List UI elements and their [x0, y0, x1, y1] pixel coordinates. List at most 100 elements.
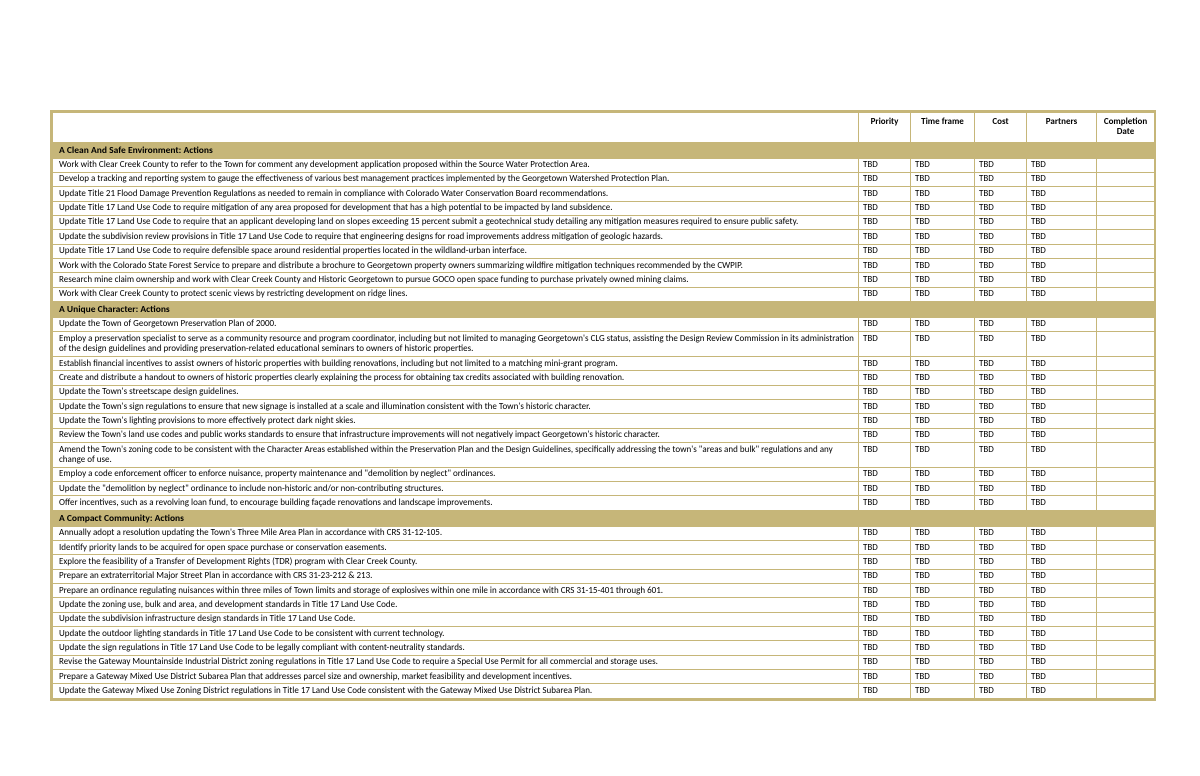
- action-value: TBD: [1027, 244, 1097, 258]
- table-row: Employ a preservation specialist to serv…: [53, 332, 1155, 357]
- action-value: TBD: [911, 684, 975, 698]
- col-header-partners: Partners: [1027, 113, 1097, 143]
- action-value: TBD: [911, 641, 975, 655]
- action-value: TBD: [975, 428, 1027, 442]
- action-value: TBD: [859, 244, 911, 258]
- action-value: TBD: [911, 584, 975, 598]
- action-value: TBD: [859, 684, 911, 698]
- action-value: TBD: [1027, 627, 1097, 641]
- table-row: Update Title 17 Land Use Code to require…: [53, 244, 1155, 258]
- action-value: TBD: [1027, 215, 1097, 229]
- action-completion: [1097, 187, 1155, 201]
- action-value: TBD: [911, 215, 975, 229]
- action-completion: [1097, 496, 1155, 510]
- action-completion: [1097, 201, 1155, 215]
- action-description: Work with the Colorado State Forest Serv…: [53, 259, 859, 273]
- action-description: Update the outdoor lighting standards in…: [53, 627, 859, 641]
- action-value: TBD: [859, 627, 911, 641]
- action-value: TBD: [911, 555, 975, 569]
- action-value: TBD: [859, 273, 911, 287]
- table-row: Prepare an ordinance regulating nuisance…: [53, 584, 1155, 598]
- action-completion: [1097, 273, 1155, 287]
- action-completion: [1097, 371, 1155, 385]
- action-value: TBD: [911, 371, 975, 385]
- action-value: TBD: [859, 158, 911, 172]
- section-header-cell: A Unique Character: Actions: [53, 302, 1155, 318]
- table-row: Update Title 17 Land Use Code to require…: [53, 201, 1155, 215]
- action-completion: [1097, 684, 1155, 698]
- action-description: Update Title 21 Flood Damage Prevention …: [53, 187, 859, 201]
- action-completion: [1097, 385, 1155, 399]
- action-value: TBD: [911, 172, 975, 186]
- action-value: TBD: [911, 482, 975, 496]
- table-row: Update Title 21 Flood Damage Prevention …: [53, 187, 1155, 201]
- action-value: TBD: [911, 230, 975, 244]
- action-description: Update the Town's sign regulations to en…: [53, 400, 859, 414]
- action-description: Prepare an ordinance regulating nuisance…: [53, 584, 859, 598]
- action-description: Annually adopt a resolution updating the…: [53, 526, 859, 540]
- table-row: Research mine claim ownership and work w…: [53, 273, 1155, 287]
- action-completion: [1097, 641, 1155, 655]
- actions-table-container: Priority Time frame Cost Partners Comple…: [50, 110, 1156, 701]
- action-value: TBD: [859, 230, 911, 244]
- action-value: TBD: [1027, 598, 1097, 612]
- action-value: TBD: [859, 526, 911, 540]
- table-row: Prepare a Gateway Mixed Use District Sub…: [53, 670, 1155, 684]
- action-value: TBD: [1027, 201, 1097, 215]
- action-value: TBD: [859, 259, 911, 273]
- action-value: TBD: [911, 414, 975, 428]
- table-row: Update the outdoor lighting standards in…: [53, 627, 1155, 641]
- action-value: TBD: [975, 201, 1027, 215]
- action-value: TBD: [1027, 332, 1097, 357]
- action-value: TBD: [859, 584, 911, 598]
- table-row: Update the "demolition by neglect" ordin…: [53, 482, 1155, 496]
- action-value: TBD: [975, 357, 1027, 371]
- action-description: Establish financial incentives to assist…: [53, 357, 859, 371]
- action-description: Employ a preservation specialist to serv…: [53, 332, 859, 357]
- action-value: TBD: [859, 215, 911, 229]
- table-row: Develop a tracking and reporting system …: [53, 172, 1155, 186]
- action-value: TBD: [1027, 584, 1097, 598]
- action-value: TBD: [975, 612, 1027, 626]
- action-value: TBD: [859, 612, 911, 626]
- col-header-description: [53, 113, 859, 143]
- action-value: TBD: [975, 496, 1027, 510]
- section-header-row: A Unique Character: Actions: [53, 302, 1155, 318]
- table-row: Update the sign regulations in Title 17 …: [53, 641, 1155, 655]
- action-completion: [1097, 584, 1155, 598]
- action-value: TBD: [975, 641, 1027, 655]
- action-value: TBD: [1027, 357, 1097, 371]
- action-value: TBD: [975, 443, 1027, 468]
- action-value: TBD: [1027, 670, 1097, 684]
- table-row: Update the Town's streetscape design gui…: [53, 385, 1155, 399]
- action-description: Amend the Town's zoning code to be consi…: [53, 443, 859, 468]
- action-value: TBD: [975, 526, 1027, 540]
- page: Priority Time frame Cost Partners Comple…: [0, 0, 1200, 776]
- action-value: TBD: [859, 670, 911, 684]
- table-row: Create and distribute a handout to owner…: [53, 371, 1155, 385]
- action-value: TBD: [859, 400, 911, 414]
- table-row: Update the zoning use, bulk and area, an…: [53, 598, 1155, 612]
- action-value: TBD: [975, 172, 1027, 186]
- action-value: TBD: [975, 584, 1027, 598]
- action-value: TBD: [1027, 641, 1097, 655]
- action-description: Prepare an extraterritorial Major Street…: [53, 569, 859, 583]
- col-header-completion: Completion Date: [1097, 113, 1155, 143]
- action-value: TBD: [911, 443, 975, 468]
- action-description: Explore the feasibility of a Transfer of…: [53, 555, 859, 569]
- action-description: Update the Gateway Mixed Use Zoning Dist…: [53, 684, 859, 698]
- action-description: Create and distribute a handout to owner…: [53, 371, 859, 385]
- table-body: A Clean And Safe Environment: ActionsWor…: [53, 142, 1155, 698]
- action-completion: [1097, 357, 1155, 371]
- action-completion: [1097, 172, 1155, 186]
- action-value: TBD: [859, 655, 911, 669]
- action-value: TBD: [911, 244, 975, 258]
- action-description: Update the Town of Georgetown Preservati…: [53, 317, 859, 331]
- col-header-cost: Cost: [975, 113, 1027, 143]
- action-completion: [1097, 158, 1155, 172]
- action-value: TBD: [911, 541, 975, 555]
- action-value: TBD: [1027, 555, 1097, 569]
- action-value: TBD: [1027, 187, 1097, 201]
- action-value: TBD: [859, 287, 911, 301]
- action-description: Update the subdivision review provisions…: [53, 230, 859, 244]
